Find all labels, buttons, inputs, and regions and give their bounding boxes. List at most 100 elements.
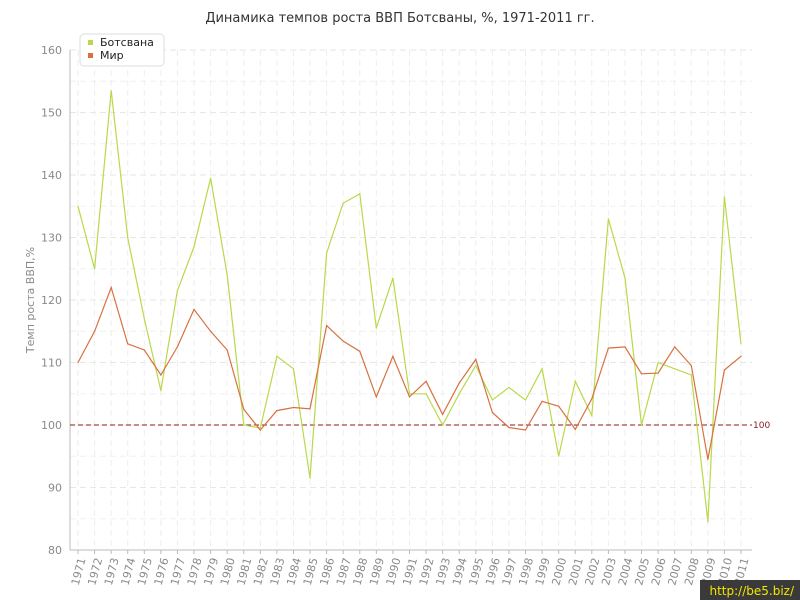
axes [69,50,752,551]
data-point [458,393,460,395]
data-point [392,355,394,357]
watermark-url[interactable]: http://be5.biz/ [709,584,794,598]
data-point [425,380,427,382]
data-point [226,349,228,351]
data-point [674,346,676,348]
series-group [77,90,742,523]
y-tick-label: 130 [41,232,62,245]
data-point [541,400,543,402]
y-tick-label: 80 [48,544,62,557]
y-axis-label: Темп роста ВВП,% [24,247,37,354]
y-tick-label: 100 [41,419,62,432]
data-point [491,399,493,401]
data-point [77,361,79,364]
data-point [640,373,643,375]
data-point [508,426,510,429]
data-point [243,424,245,426]
data-point [127,343,129,345]
data-point [458,382,460,384]
data-point [243,408,245,410]
data-point [375,396,377,398]
data-point [408,396,411,398]
data-point [342,202,344,204]
data-point [160,390,162,392]
legend-swatch [88,53,93,58]
data-point [690,365,692,367]
data-point [110,286,112,289]
y-axis-ticks: 80 90 100 110 120 130 140 150 160 [41,44,62,557]
y-tick-label: 140 [41,169,62,182]
data-point [425,393,427,395]
watermark-badge [700,580,800,600]
data-point [309,477,311,479]
y-tick-label: 150 [41,107,62,120]
data-point [193,308,195,310]
reference-line-label: 100 [753,421,770,431]
data-point [359,193,361,195]
data-point [160,374,162,376]
data-point [342,340,344,342]
data-point [276,355,278,357]
legend-swatch [88,40,93,45]
data-point [193,246,195,248]
data-point [292,406,295,409]
data-point [359,350,361,352]
data-point [624,346,626,348]
data-point [210,330,212,332]
legend-label: Мир [100,49,124,62]
data-point [524,429,527,431]
grid [70,49,752,551]
reference-line-group: 100 [70,421,770,431]
data-point [276,410,278,412]
data-point [93,268,96,270]
data-point [674,368,676,370]
data-point [707,521,709,523]
data-point [591,398,593,400]
data-point [127,236,129,239]
data-point [491,411,493,414]
data-point [640,424,643,426]
data-point [326,325,328,327]
data-point [558,455,560,457]
data-point [574,428,576,430]
data-point [475,365,477,367]
data-point [657,361,659,364]
data-point [607,347,610,349]
data-point [508,386,510,389]
data-point [143,349,145,351]
data-point [143,318,145,320]
data-point [740,343,742,345]
legend-box [79,33,165,67]
data-point [77,205,79,207]
data-point [226,274,228,276]
data-point [326,252,328,254]
data-point [292,368,295,370]
data-point [210,177,212,179]
y-tick-label: 120 [41,294,62,307]
data-point [740,355,742,357]
data-point [110,90,112,92]
data-point [723,196,726,198]
data-point [176,290,179,292]
data-point [657,372,659,374]
x-axis-ticks: 1971197219731974197519761977197819791980… [69,550,752,587]
data-point [624,277,626,279]
data-point [93,330,96,332]
data-point [309,408,311,410]
data-point [690,374,692,376]
data-point [591,415,593,417]
data-point [442,424,444,426]
data-point [392,277,394,279]
data-point [723,369,726,371]
data-point [259,429,261,431]
legend-label: Ботсвана [100,36,154,49]
y-tick-label: 90 [48,482,62,495]
chart-title: Динамика темпов роста ВВП Ботсваны, %, 1… [205,11,594,26]
y-tick-label: 160 [41,44,62,57]
data-point [259,427,261,429]
y-tick-label: 110 [41,357,62,370]
data-point [442,413,444,415]
data-point [541,368,543,370]
